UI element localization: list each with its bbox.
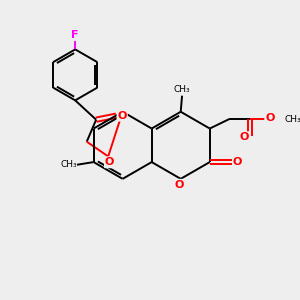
Text: F: F <box>71 30 79 40</box>
Text: CH₃: CH₃ <box>60 160 77 169</box>
Text: O: O <box>105 157 114 167</box>
Text: CH₃: CH₃ <box>284 115 300 124</box>
Text: O: O <box>175 180 184 190</box>
Text: O: O <box>118 111 127 121</box>
Text: O: O <box>233 157 242 167</box>
Text: CH₃: CH₃ <box>174 85 190 94</box>
Text: O: O <box>239 132 249 142</box>
Text: O: O <box>265 113 274 123</box>
